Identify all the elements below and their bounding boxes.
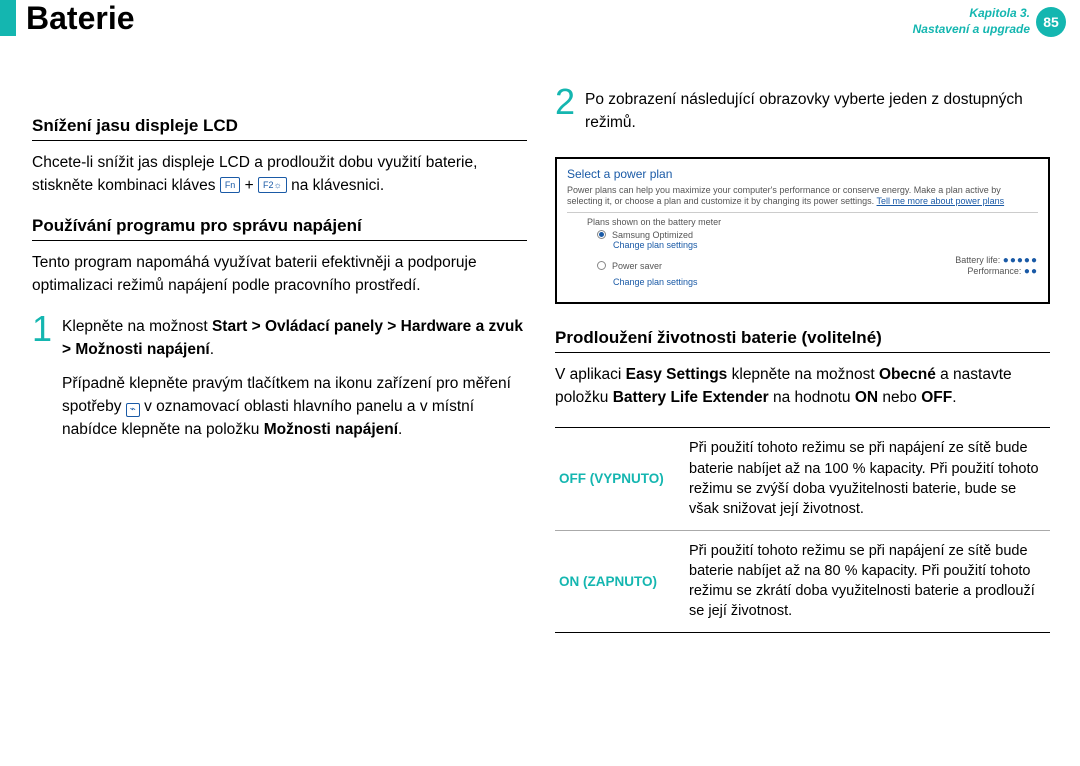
radio-checked-icon: [597, 230, 606, 239]
table-row-off: OFF (VYPNUTO) Při použití tohoto režimu …: [555, 428, 1050, 530]
ss-plan2-label: Power saver: [612, 261, 662, 271]
section2-text: Tento program napomáhá využívat baterii …: [32, 251, 527, 298]
step1-text-a: Klepněte na možnost: [62, 318, 212, 335]
ss-perf-label: Performance:: [967, 266, 1021, 276]
ss-change-link1: Change plan settings: [567, 240, 1038, 250]
section1-line2a: stiskněte kombinaci kláves: [32, 177, 220, 194]
f2-key-icon: F2☼: [258, 177, 287, 193]
page-title: Baterie: [26, 0, 135, 34]
ss-tellmore-link: Tell me more about power plans: [877, 196, 1005, 206]
step-2: 2 Po zobrazení následující obrazovky vyb…: [555, 88, 1050, 145]
step-2-body: Po zobrazení následující obrazovky vyber…: [585, 88, 1050, 145]
plus-text: +: [245, 177, 258, 194]
fn-key-icon: Fn: [220, 177, 241, 193]
s3f: nebo: [878, 389, 921, 406]
off-desc: Při použití tohoto režimu se při napájen…: [685, 428, 1050, 529]
section1-text: Chcete-li snížit jas displeje LCD a prod…: [32, 151, 527, 198]
battery-extender-table: OFF (VYPNUTO) Při použití tohoto režimu …: [555, 427, 1050, 632]
step1-text-d: .: [398, 421, 402, 438]
s3b2: Obecné: [879, 366, 936, 383]
s3c: klepněte na možnost: [727, 366, 879, 383]
section2-heading: Používání programu pro správu napájení: [32, 216, 527, 241]
ss-batt-label: Battery life:: [955, 255, 1000, 265]
power-meter-icon: ⌁: [126, 403, 140, 417]
on-desc: Při použití tohoto režimu se při napájen…: [685, 531, 1050, 632]
header-right: Kapitola 3. Nastavení a upgrade 85: [913, 0, 1080, 37]
chapter-line1: Kapitola 3.: [913, 6, 1030, 22]
ss-change-link2: Change plan settings: [567, 277, 1038, 287]
ss-plan-powersaver-row: Power saver Battery life: ●●●●● Performa…: [567, 255, 1038, 277]
ss-title: Select a power plan: [567, 167, 1038, 181]
on-label: ON (ZAPNUTO): [555, 531, 685, 632]
s3b4: ON: [855, 389, 878, 406]
s3b3: Battery Life Extender: [613, 389, 769, 406]
table-row-on: ON (ZAPNUTO) Při použití tohoto režimu s…: [555, 531, 1050, 632]
step-2-number: 2: [555, 86, 575, 145]
chapter-label: Kapitola 3. Nastavení a upgrade: [913, 6, 1030, 37]
radio-unchecked-icon: [597, 261, 606, 270]
ss-description: Power plans can help you maximize your c…: [567, 185, 1038, 213]
header-left: Baterie: [0, 0, 135, 36]
page-header: Baterie Kapitola 3. Nastavení a upgrade …: [0, 0, 1080, 48]
section1-line1: Chcete-li snížit jas displeje LCD a prod…: [32, 154, 477, 171]
content-columns: Snížení jasu displeje LCD Chcete-li sníž…: [0, 48, 1080, 653]
step-1-body: Klepněte na možnost Start > Ovládací pan…: [62, 315, 527, 451]
s3g: .: [952, 389, 956, 406]
ss-plan-samsung: Samsung Optimized: [567, 230, 1038, 240]
ss-batt-dots: ●●●●●: [1003, 255, 1038, 266]
section1-line2b: na klávesnici.: [291, 177, 384, 194]
off-label: OFF (VYPNUTO): [555, 428, 685, 529]
section3-text: V aplikaci Easy Settings klepněte na mož…: [555, 363, 1050, 410]
section3-heading: Prodloužení životnosti baterie (voliteln…: [555, 328, 1050, 353]
section1-heading: Snížení jasu displeje LCD: [32, 116, 527, 141]
step2-text: Po zobrazení následující obrazovky vyber…: [585, 88, 1050, 135]
step-1-number: 1: [32, 313, 52, 451]
ss-perf-dots: ●●: [1024, 266, 1038, 277]
right-column: 2 Po zobrazení následující obrazovky vyb…: [555, 88, 1050, 633]
s3b5: OFF: [921, 389, 952, 406]
ss-plans-shown: Plans shown on the battery meter: [567, 217, 1038, 227]
header-accent-tab: [0, 0, 16, 36]
s3b1: Easy Settings: [626, 366, 728, 383]
step1-text-a2: .: [210, 341, 214, 358]
step1-bold-b: Možnosti napájení: [264, 421, 398, 438]
chapter-line2: Nastavení a upgrade: [913, 22, 1030, 38]
step-1: 1 Klepněte na možnost Start > Ovládací p…: [32, 315, 527, 451]
s3a: V aplikaci: [555, 366, 626, 383]
left-column: Snížení jasu displeje LCD Chcete-li sníž…: [32, 88, 527, 633]
s3e: na hodnotu: [769, 389, 855, 406]
page-number-badge: 85: [1036, 7, 1066, 37]
power-plan-screenshot: Select a power plan Power plans can help…: [555, 157, 1050, 304]
ss-plan1-label: Samsung Optimized: [612, 230, 693, 240]
